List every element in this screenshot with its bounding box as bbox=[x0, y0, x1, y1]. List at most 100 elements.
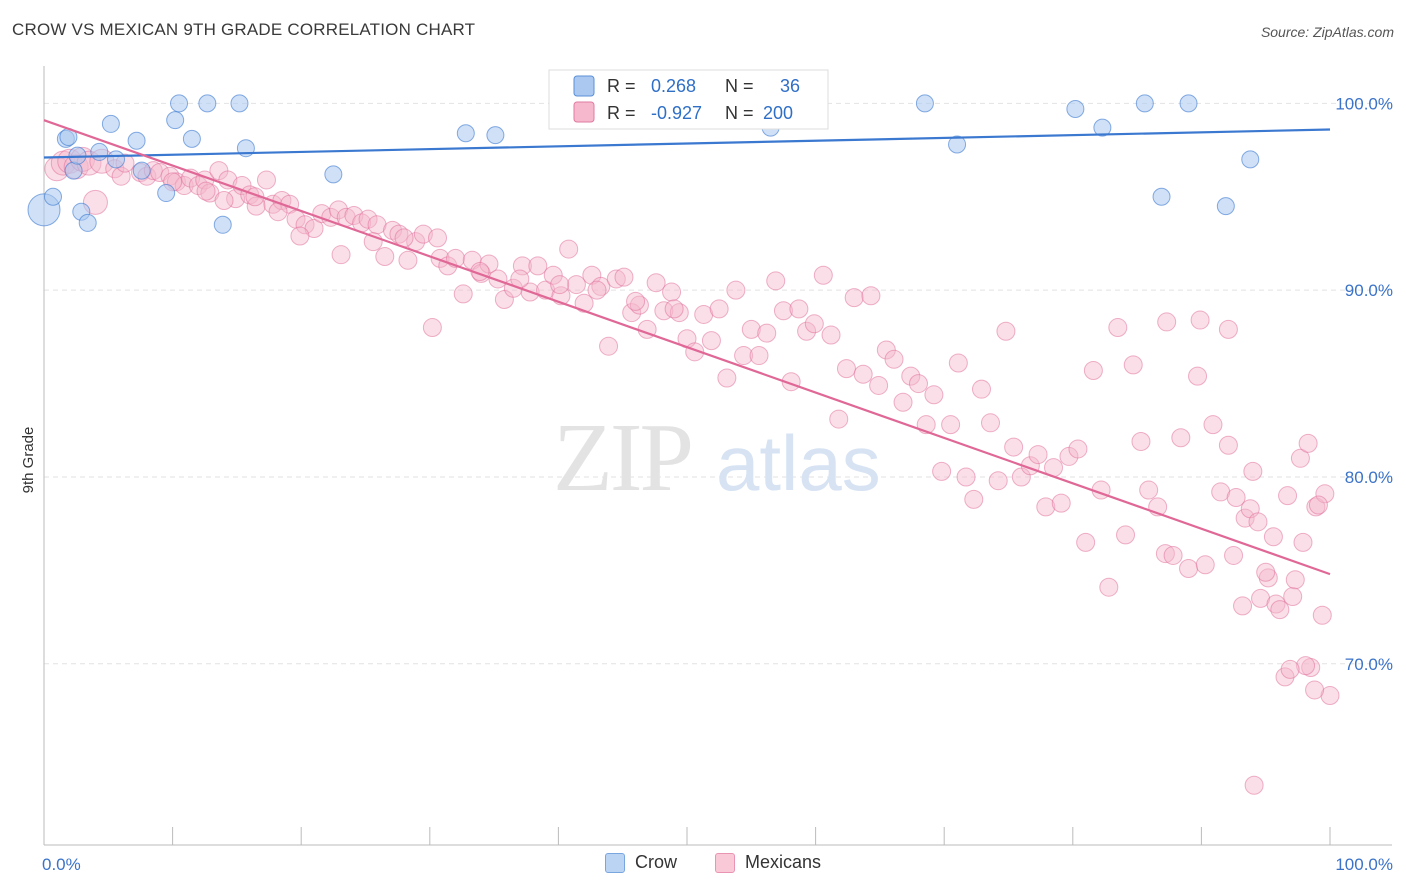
mexicans-point bbox=[980, 413, 1000, 433]
mexicans-point bbox=[1266, 594, 1286, 614]
mexicans-point bbox=[1083, 361, 1103, 381]
mexicans-point bbox=[1256, 562, 1276, 582]
mexicans-point bbox=[528, 256, 548, 276]
mexicans-point bbox=[1157, 312, 1177, 332]
mexicans-point bbox=[861, 286, 881, 306]
crow-point bbox=[1093, 118, 1112, 137]
mexicans-point bbox=[836, 359, 856, 379]
mexicans-point bbox=[1290, 448, 1310, 468]
mexicans-point bbox=[988, 471, 1008, 491]
mexicans-point bbox=[669, 303, 689, 323]
crow-point bbox=[1179, 94, 1198, 113]
mexicans-point bbox=[344, 205, 364, 225]
mexicans-point bbox=[1235, 508, 1255, 528]
mexicans-point bbox=[1315, 484, 1335, 504]
mexicans-point bbox=[1203, 415, 1223, 435]
crow-point bbox=[456, 124, 475, 143]
mexicans-r-label: R = bbox=[607, 103, 636, 123]
mexicans-point bbox=[664, 299, 684, 319]
y-tick-label: 80.0% bbox=[1345, 468, 1393, 487]
mexicans-point bbox=[1280, 659, 1300, 679]
mexicans-point bbox=[1131, 431, 1151, 451]
mexicans-n-label: N = bbox=[725, 103, 754, 123]
crow-points bbox=[27, 94, 1260, 234]
mexicans-point bbox=[1312, 605, 1332, 625]
mexicans-point bbox=[1285, 570, 1305, 590]
y-tick-label: 100.0% bbox=[1335, 94, 1393, 113]
mexicans-point bbox=[550, 275, 570, 295]
crow-point bbox=[1066, 99, 1085, 118]
mexicans-point bbox=[599, 336, 619, 356]
mexicans-point bbox=[1036, 497, 1056, 517]
mexicans-point bbox=[150, 162, 170, 182]
mexicans-point bbox=[901, 366, 921, 386]
mexicans-point bbox=[614, 267, 634, 287]
mexicans-trend-line bbox=[43, 119, 1331, 576]
mexicans-point bbox=[908, 374, 928, 394]
crow-point bbox=[127, 131, 146, 150]
mexicans-point bbox=[1278, 486, 1298, 506]
mexicans-point bbox=[629, 295, 649, 315]
crow-swatch bbox=[573, 75, 595, 97]
mexicans-point bbox=[797, 321, 817, 341]
mexicans-point bbox=[662, 282, 682, 302]
mexicans-points bbox=[44, 146, 1340, 795]
mexicans-point bbox=[1051, 493, 1071, 513]
crow-n-value: 36 bbox=[780, 76, 800, 96]
mexicans-legend-label: Mexicans bbox=[745, 852, 822, 872]
mexicans-point bbox=[1233, 596, 1253, 616]
mexicans-point bbox=[587, 280, 607, 300]
mexicans-point bbox=[543, 265, 563, 285]
mexicans-point bbox=[626, 291, 646, 311]
mexicans-point bbox=[924, 385, 944, 405]
mexicans-point bbox=[869, 375, 889, 395]
mexicans-point bbox=[559, 239, 579, 259]
y-tick-labels: 100.0% 90.0% 80.0% 70.0% bbox=[1335, 94, 1393, 673]
mexicans-r-value: -0.927 bbox=[651, 103, 702, 123]
crow-point bbox=[101, 114, 120, 133]
mexicans-point bbox=[1270, 600, 1290, 620]
mexicans-point bbox=[1243, 461, 1263, 481]
mexicans-point bbox=[1188, 366, 1208, 386]
y-tick-label: 90.0% bbox=[1345, 281, 1393, 300]
mexicans-point bbox=[1244, 775, 1264, 795]
mexicans-point bbox=[701, 331, 721, 351]
crow-point bbox=[1152, 187, 1171, 206]
crow-point bbox=[1241, 150, 1260, 169]
mexicans-point bbox=[964, 489, 984, 509]
mexicans-point bbox=[1139, 480, 1159, 500]
mexicans-point bbox=[375, 247, 395, 267]
stats-legend: R = 0.268 N = 36 R = -0.927 N = 200 bbox=[548, 69, 829, 130]
mexicans-point bbox=[1195, 555, 1215, 575]
mexicans-point bbox=[956, 467, 976, 487]
mexicans-legend-swatch bbox=[715, 852, 735, 873]
mexicans-point bbox=[844, 288, 864, 308]
crow-point bbox=[915, 94, 934, 113]
crow-point bbox=[213, 215, 232, 234]
crow-point bbox=[486, 126, 505, 145]
y-axis-label: 9th Grade bbox=[20, 427, 37, 494]
crow-point bbox=[182, 129, 201, 148]
mexicans-point bbox=[331, 245, 351, 265]
crow-point bbox=[90, 142, 109, 161]
mexicans-point bbox=[383, 220, 403, 240]
mexicans-point bbox=[1224, 545, 1244, 565]
trend-lines bbox=[43, 119, 1331, 576]
mexicans-point bbox=[1263, 527, 1283, 547]
crow-point bbox=[1216, 197, 1235, 216]
source-credit: Source: ZipAtlas.com bbox=[1260, 24, 1394, 40]
mexicans-point bbox=[1248, 512, 1268, 532]
mexicans-point bbox=[1171, 428, 1191, 448]
mexicans-point bbox=[428, 228, 448, 248]
mexicans-point bbox=[422, 318, 442, 338]
mexicans-point bbox=[804, 314, 824, 334]
mexicans-point bbox=[488, 269, 508, 289]
watermark-atlas: atlas bbox=[716, 419, 881, 507]
mexicans-point bbox=[196, 181, 216, 201]
mexicans-point bbox=[789, 299, 809, 319]
mexicans-point bbox=[1123, 355, 1143, 375]
mexicans-point bbox=[606, 269, 626, 289]
crow-point bbox=[198, 94, 217, 113]
mexicans-point bbox=[1308, 495, 1328, 515]
mexicans-point bbox=[773, 301, 793, 321]
